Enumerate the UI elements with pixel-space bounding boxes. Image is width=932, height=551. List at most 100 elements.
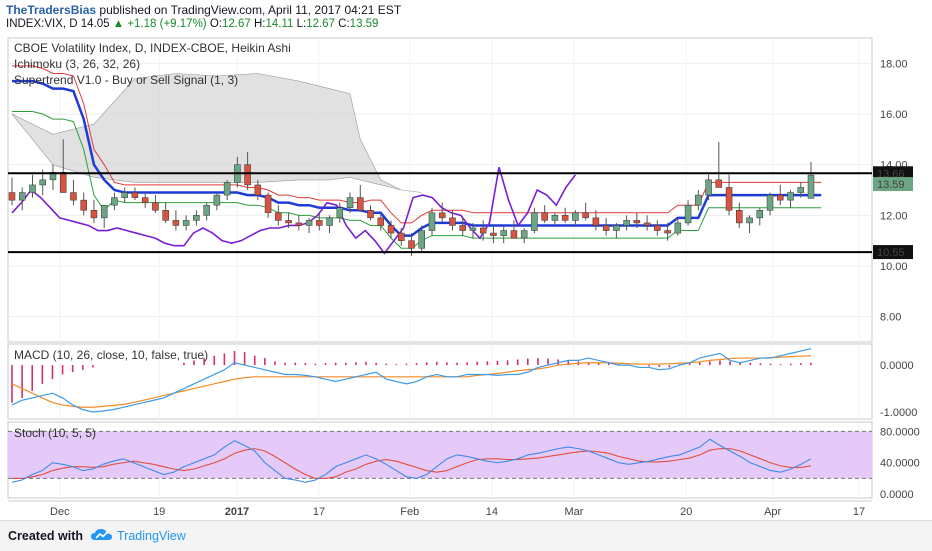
x-tick: 17 xyxy=(313,506,325,518)
candle-body xyxy=(264,194,272,214)
high-value: 14.11 xyxy=(265,18,294,30)
candle-body xyxy=(736,210,743,224)
last-price: 14.05 xyxy=(80,18,110,30)
level-tag-label: 10.55 xyxy=(877,247,905,259)
candle-body xyxy=(131,192,139,198)
candle-body xyxy=(777,194,784,201)
candle-body xyxy=(684,204,692,224)
open-value: 12.67 xyxy=(221,18,251,30)
main-y-tick: 10.00 xyxy=(880,261,908,273)
candle-body xyxy=(787,192,794,201)
candle-body xyxy=(408,240,415,249)
x-tick: Apr xyxy=(764,506,781,518)
stoch-d-line xyxy=(12,448,812,479)
candle-body xyxy=(387,225,395,234)
quote-line: INDEX:VIX, D 14.05 ▲ +1.18 (+9.17%) O:12… xyxy=(6,18,378,30)
candle-body xyxy=(346,197,354,208)
candle-body xyxy=(213,194,221,206)
macd-signal-line xyxy=(11,355,812,408)
macd-line xyxy=(11,348,812,413)
candle-body xyxy=(316,220,323,226)
candle-body xyxy=(193,215,200,221)
created-with-text: Created with xyxy=(8,529,84,543)
main-pane-frame xyxy=(7,37,873,343)
candle-body xyxy=(531,212,538,231)
candle-body xyxy=(326,217,333,226)
candle-body xyxy=(561,215,569,221)
candle-body xyxy=(285,220,292,224)
candle-body xyxy=(797,187,805,193)
candle-body xyxy=(449,217,456,226)
candle-body xyxy=(633,220,641,224)
candle-body xyxy=(674,222,682,234)
candle-body xyxy=(59,172,67,193)
candle-body xyxy=(438,212,446,219)
candle-body xyxy=(172,220,180,226)
main-y-tick: 16.00 xyxy=(880,109,908,121)
candle-body xyxy=(100,204,108,219)
candle-body xyxy=(428,212,436,231)
candle-body xyxy=(295,222,303,226)
x-tick: 14 xyxy=(486,506,498,518)
candle-body xyxy=(490,232,497,236)
main-title: CBOE Volatility Index, D, INDEX-CBOE, He… xyxy=(14,41,291,55)
candle-body xyxy=(643,222,651,226)
last-price-tag-label: 13.59 xyxy=(877,179,905,191)
close-label: C: xyxy=(338,18,350,30)
close-value: 13.59 xyxy=(349,18,379,30)
x-tick: 2017 xyxy=(225,506,249,518)
candle-body xyxy=(654,225,661,231)
candle-body xyxy=(111,197,118,206)
last-price-tag xyxy=(873,177,913,192)
candle-body xyxy=(80,199,87,211)
candle-body xyxy=(613,225,620,231)
candle-body xyxy=(746,217,753,224)
x-tick: 19 xyxy=(153,506,165,518)
candle-body xyxy=(520,230,528,239)
candle-body xyxy=(336,207,344,219)
macd-y-tick: 0.0000 xyxy=(880,360,914,372)
main-y-tick: 8.00 xyxy=(880,312,901,324)
tradingview-link[interactable]: TradingView xyxy=(117,529,186,543)
macd-y-tick: -1.0000 xyxy=(880,407,917,419)
x-tick: 17 xyxy=(853,506,865,518)
candle-body xyxy=(182,220,190,226)
candle-body xyxy=(8,192,16,201)
author-link[interactable]: TheTradersBias xyxy=(6,3,97,17)
candle-body xyxy=(377,217,385,226)
candle-body xyxy=(664,230,671,234)
candle-body xyxy=(162,210,169,221)
level-tag xyxy=(873,166,913,181)
high-label: H: xyxy=(253,18,266,30)
candle-body xyxy=(244,164,251,186)
candle-body xyxy=(807,174,815,199)
macd-title: MACD (10, 26, close, 10, false, true) xyxy=(14,348,208,362)
stoch-title: Stoch (10, 5, 5) xyxy=(14,426,96,440)
candle-body xyxy=(398,232,405,241)
stoch-y-tick: 80.0000 xyxy=(880,426,920,438)
low-value: 12.67 xyxy=(306,18,335,30)
x-tick: Dec xyxy=(50,506,70,518)
symbol-label: INDEX:VIX, D xyxy=(6,18,78,30)
x-tick: 20 xyxy=(680,506,692,518)
candle-body xyxy=(572,212,579,221)
candle-body xyxy=(357,197,364,211)
supertrend-study-label: Supertrend V1.0 - Buy or Sell Signal (1,… xyxy=(14,73,238,87)
publish-line: TheTradersBias published on TradingView.… xyxy=(6,3,401,17)
candle-body xyxy=(695,194,702,206)
tradingview-cloud-icon xyxy=(91,529,112,540)
candle-body xyxy=(70,192,77,201)
candle-body xyxy=(121,192,128,198)
candle-body xyxy=(90,210,98,219)
candle-body xyxy=(49,172,57,181)
stoch-band xyxy=(8,431,872,479)
chart-area[interactable]: 8.0010.0012.0014.0016.0018.0013.6610.551… xyxy=(0,36,932,520)
candle-body xyxy=(766,194,774,211)
candle-body xyxy=(725,187,733,211)
candle-body xyxy=(479,227,487,234)
candle-body xyxy=(756,210,764,219)
candle-body xyxy=(152,202,159,211)
price-change: ▲ +1.18 (+9.17%) xyxy=(112,18,207,30)
low-label: L: xyxy=(296,18,307,30)
candle-body xyxy=(275,212,282,221)
